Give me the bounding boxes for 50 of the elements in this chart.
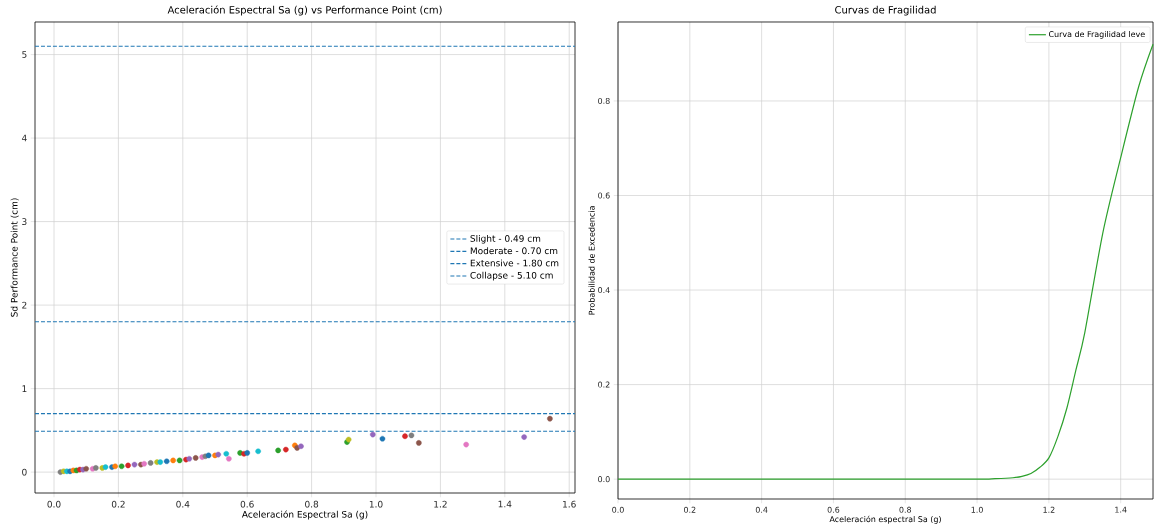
legend-label: Moderate - 0.70 cm (470, 247, 558, 255)
point (147, 460, 154, 466)
x-tick-label: 0.6 (240, 500, 254, 508)
x-tick-label: 0.8 (305, 500, 319, 508)
x-tick-label: 1.0 (369, 500, 383, 508)
point (370, 431, 376, 438)
point (192, 455, 199, 461)
point (118, 463, 125, 470)
point (408, 432, 415, 439)
point (125, 462, 131, 469)
point (255, 448, 261, 455)
point (402, 433, 408, 439)
point (379, 435, 386, 442)
point (298, 443, 304, 450)
chart-title: Aceleración Espectral Sa (g) vs Performance Point (cm) (167, 5, 442, 16)
y-tick-label: 1 (22, 385, 27, 392)
point (93, 465, 99, 471)
point (176, 457, 183, 464)
point (275, 447, 281, 454)
x-tick-label: 1.4 (498, 500, 512, 508)
point (163, 458, 170, 465)
point (463, 441, 469, 448)
point (131, 461, 138, 468)
point (223, 450, 230, 457)
line-series (617, 43, 1154, 480)
y-tick-label: 2 (22, 301, 27, 309)
y-tick-label: 5 (22, 51, 27, 58)
y-tick-label: 0 (22, 468, 27, 476)
x-axis-title: Aceleración Espectral Sa (g) (241, 510, 368, 520)
point (226, 455, 232, 462)
y-tick-label: 3 (22, 218, 27, 225)
legend-label: Extensive - 1.80 cm (470, 259, 559, 267)
point (283, 446, 289, 453)
x-tick-label: 1.6 (563, 500, 576, 508)
x-tick-label: 0.2 (111, 500, 125, 508)
point (416, 440, 422, 446)
chart-title: Curvas de Fragilidad (835, 5, 936, 16)
x-tick-label: 0.4 (176, 500, 190, 508)
legend-label: Slight - 0.49 cm (470, 234, 541, 244)
point (186, 455, 193, 462)
y-axis-title: Sd Performance Point (cm) (10, 198, 19, 317)
x-tick-label: 0.0 (47, 500, 61, 508)
point (157, 459, 164, 465)
point (170, 457, 176, 464)
y-tick-label: 4 (21, 134, 27, 142)
point (521, 434, 527, 440)
x-tick-label: 1.2 (434, 500, 447, 508)
point (547, 415, 553, 422)
legend-label: Collapse - 5.10 cm (470, 271, 553, 281)
point (215, 451, 222, 458)
